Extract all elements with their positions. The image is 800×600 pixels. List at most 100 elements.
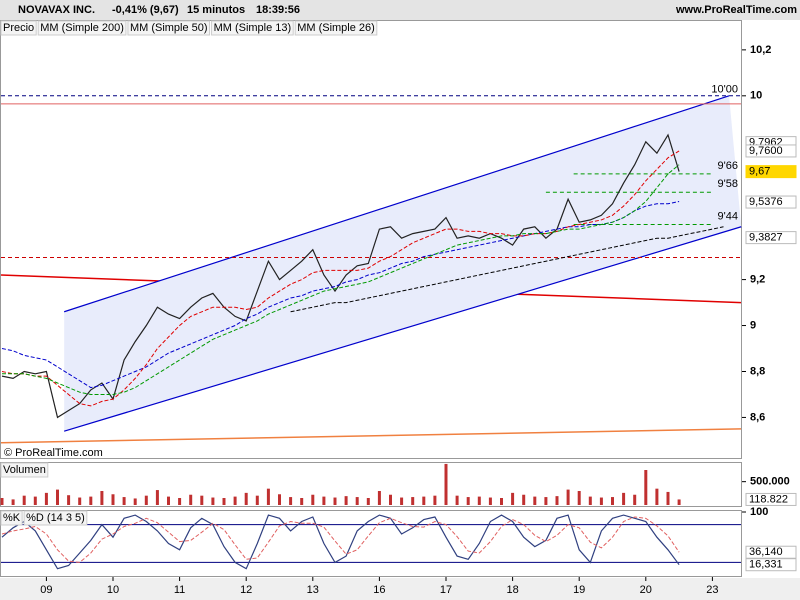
price-badge [745, 195, 797, 209]
volume-bar [389, 494, 392, 505]
volume-bar [411, 497, 415, 505]
price-badge [745, 144, 797, 158]
legend-box [127, 20, 211, 36]
volume-bar [355, 497, 359, 505]
volume-bar [122, 497, 126, 505]
series-line [1, 133, 680, 419]
x-tick-label: 18 [506, 584, 518, 596]
volume-bar [178, 498, 182, 505]
volume-bar [366, 498, 370, 505]
source: www.ProRealTime.com [675, 4, 797, 16]
legend-item: MM (Simple 26) [297, 22, 375, 34]
volume-bar [344, 496, 348, 505]
channel-upper [63, 95, 730, 313]
copyright: © ProRealTime.com [4, 447, 103, 459]
volume-bar [544, 497, 548, 505]
badge-label: 9,3827 [749, 232, 783, 244]
volume-bar [144, 495, 148, 505]
volume-bar [500, 498, 503, 505]
legend-box [0, 20, 37, 36]
legend-item: MM (Simple 200) [40, 22, 124, 34]
volume-bar [133, 498, 137, 505]
volume-bar [244, 492, 248, 505]
volume-bar [644, 470, 648, 505]
x-tick-label: 19 [573, 584, 585, 596]
x-tick-label: 10 [107, 584, 119, 596]
volume-bar [33, 496, 37, 505]
header-bar [0, 0, 800, 20]
change: -0,41% (9,67) [112, 4, 179, 16]
volume-bar [655, 488, 659, 505]
volume-bar [577, 491, 581, 505]
volume-bar [533, 496, 537, 505]
price-badge [745, 165, 797, 179]
legend-box [23, 510, 88, 526]
volume-bar [266, 488, 270, 505]
volume-bar [622, 492, 626, 505]
x-tick-label: 16 [373, 584, 385, 596]
legend-item: Volumen [3, 464, 46, 476]
interval: 15 minutos [187, 4, 245, 16]
x-axis-bar [0, 578, 800, 600]
volume-bar [466, 497, 470, 505]
instrument-name: NOVAVAX INC. [18, 4, 95, 16]
price-badge [745, 492, 797, 506]
volume-bar [555, 496, 559, 505]
badge-label: 9,67 [749, 166, 770, 178]
volume-bar [11, 499, 15, 505]
volume-bar [100, 491, 104, 505]
x-tick-label: 09 [40, 584, 52, 596]
badge-label: 16,331 [749, 559, 783, 571]
volume-bar [455, 495, 459, 505]
volume-bar [477, 496, 481, 505]
volume-bar [211, 497, 215, 505]
badge-label: 118.822 [749, 493, 788, 505]
volume-bar [522, 494, 526, 505]
volume-bar [422, 496, 426, 505]
line-label: 10'00 [711, 84, 738, 96]
badge-label: 9,7600 [749, 145, 783, 157]
volume-bar [233, 496, 237, 505]
volume-bar [189, 494, 193, 505]
x-tick-label: 11 [174, 584, 185, 596]
volume-bar [588, 496, 592, 505]
volume-bar [311, 494, 315, 505]
volume-bar [488, 497, 492, 505]
legend-item: MM (Simple 50) [130, 22, 208, 34]
y-tick-label: 10 [750, 90, 762, 102]
volume-bar [666, 491, 670, 505]
badge-label: 9,5376 [749, 196, 783, 208]
price-badge [745, 558, 797, 572]
volume-bar [78, 497, 82, 505]
volume-bar [599, 497, 603, 505]
price-badge [745, 231, 797, 245]
volume-bar [167, 496, 170, 505]
volume-bar [222, 498, 226, 505]
volume-bar [322, 496, 326, 505]
volume-bar [377, 491, 381, 505]
legend-box [0, 510, 23, 526]
y-tick-label: 8,8 [750, 365, 765, 377]
legend-box [211, 20, 294, 36]
volume-bar [67, 495, 71, 505]
time: 18:39:56 [256, 4, 300, 16]
series-line [1, 150, 680, 407]
volume-bar [289, 497, 293, 505]
volume-bar [255, 495, 259, 505]
volume-bar [44, 492, 48, 505]
y-tick-label: 100 [750, 506, 768, 518]
series-line [1, 514, 680, 570]
x-tick-label: 20 [640, 584, 652, 596]
badge-label: 36,140 [749, 546, 783, 558]
volume-bar [300, 498, 304, 505]
volume-bar [22, 495, 26, 505]
volume-bar [155, 490, 159, 505]
volume-bar [611, 497, 614, 505]
trend-line [0, 428, 742, 444]
x-tick-label: 12 [240, 584, 252, 596]
y-tick-label: 500.000 [750, 476, 790, 488]
legend-item: Precio [3, 22, 34, 34]
volume-bar [0, 498, 4, 505]
volume-bar [433, 495, 437, 505]
